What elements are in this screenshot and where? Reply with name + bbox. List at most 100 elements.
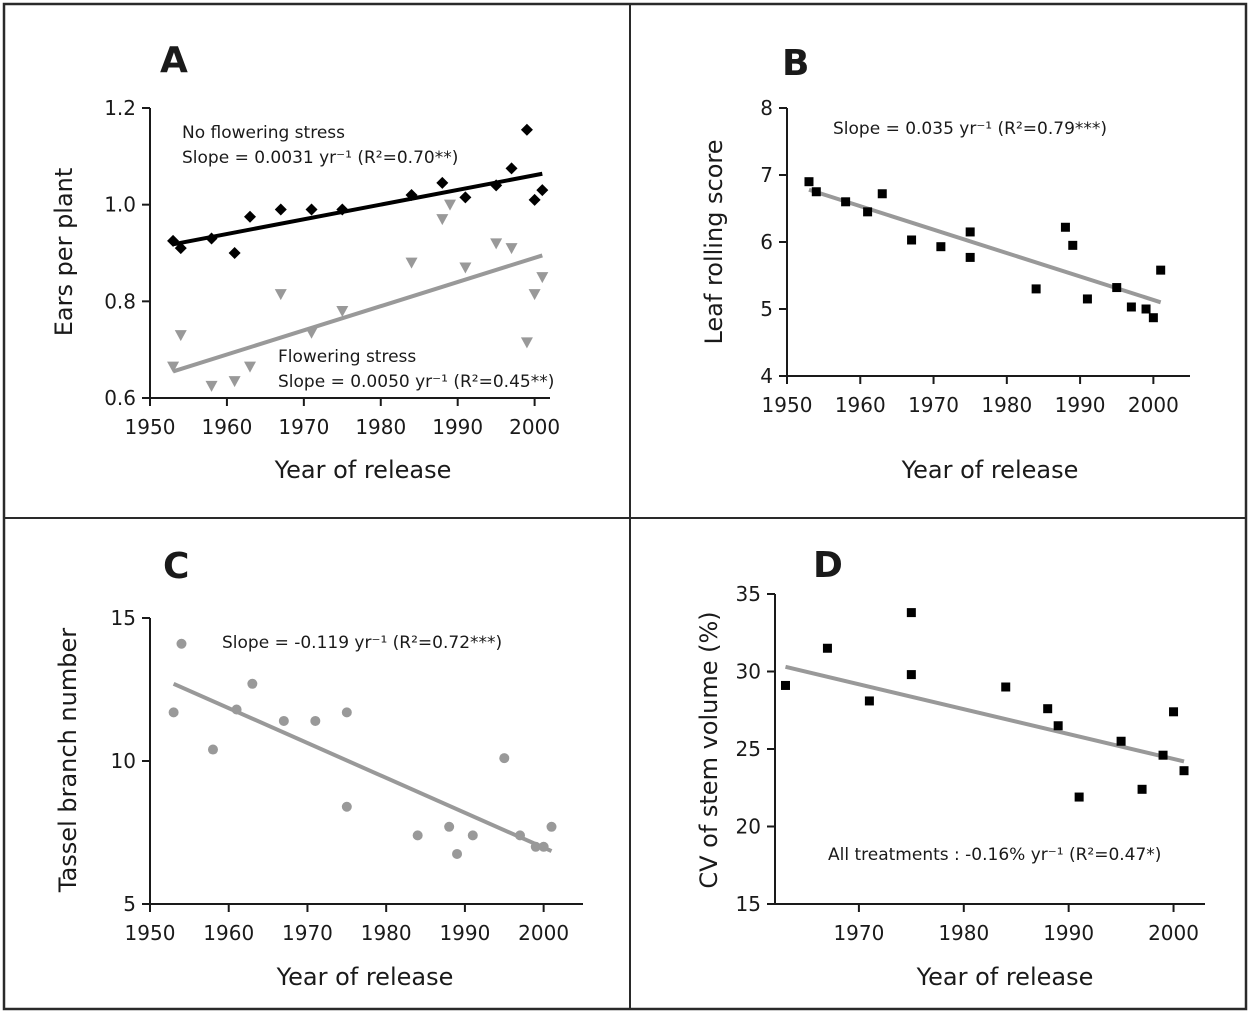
data-point (1053, 721, 1063, 731)
data-point (207, 744, 218, 755)
data-point (176, 638, 187, 649)
y-axis-title: Ears per plant (50, 168, 78, 337)
data-point (1179, 766, 1189, 776)
y-tick-label: 5 (123, 892, 136, 916)
x-tick-label: 1970 (282, 921, 333, 945)
data-point (841, 197, 851, 207)
data-point (505, 162, 518, 175)
y-tick-label: 0.8 (104, 289, 136, 313)
data-point (305, 327, 318, 339)
x-tick-label: 1990 (1043, 921, 1094, 945)
data-point (336, 203, 349, 216)
panel-b: B 1950 1960 1970 1980 1990 2000 4 5 6 7 8 Year of re… (700, 43, 1190, 484)
data-point (499, 753, 510, 764)
x-tick-label: 1980 (938, 921, 989, 945)
data-point (1043, 704, 1053, 714)
regression-line (172, 171, 543, 247)
data-point (811, 187, 821, 197)
data-point (205, 232, 218, 245)
data-point (436, 214, 449, 226)
x-tick-label: 1970 (833, 921, 884, 945)
x-axis-title: Year of release (901, 456, 1079, 484)
data-point (436, 176, 449, 189)
data-point (310, 715, 321, 726)
data-point (205, 380, 218, 392)
x-tick-label: 2000 (1148, 921, 1199, 945)
data-point (341, 707, 352, 718)
x-tick-label: 1980 (981, 393, 1032, 417)
x-tick-label: 1960 (203, 921, 254, 945)
data-point (965, 227, 975, 237)
y-axis-title: CV of stem volume (%) (695, 611, 723, 888)
data-point (405, 189, 418, 201)
x-tick-label: 1960 (201, 415, 252, 439)
data-point (546, 821, 557, 832)
data-point (864, 696, 874, 706)
regression-line (172, 681, 553, 853)
x-tick-label: 1980 (361, 921, 412, 945)
data-point (247, 678, 258, 689)
panel-d: D 1970 1980 1990 2000 15 20 25 30 35 Year of relea… (695, 545, 1205, 991)
x-tick-label: 1990 (1055, 393, 1106, 417)
data-point (490, 238, 503, 250)
x-tick-label: 1990 (439, 921, 490, 945)
data-point (228, 376, 241, 388)
x-tick-label: 1990 (432, 415, 483, 439)
data-point (405, 257, 418, 269)
y-tick-label: 35 (736, 582, 761, 606)
panel-c: C 1950 1960 1970 1980 1990 2000 5 10 15 Year of re… (54, 546, 583, 991)
data-point (1068, 240, 1078, 250)
x-tick-label: 1960 (835, 393, 886, 417)
data-point (231, 704, 242, 715)
data-point (244, 361, 256, 373)
data-point (906, 608, 916, 618)
y-tick-label: 20 (736, 815, 761, 839)
data-point (965, 252, 975, 262)
data-point (174, 330, 187, 342)
x-tick-label: 1970 (278, 415, 329, 439)
data-point (444, 199, 456, 211)
x-tick-label: 1980 (355, 415, 406, 439)
data-point (1074, 792, 1084, 802)
data-point (906, 670, 916, 680)
data-point (1156, 265, 1166, 275)
data-point (1148, 313, 1158, 323)
y-axis-title: Leaf rolling score (700, 139, 728, 344)
y-tick-label: 5 (760, 297, 773, 321)
y-tick-label: 8 (760, 96, 773, 120)
data-point (336, 306, 349, 317)
data-point (452, 848, 463, 859)
data-point (863, 207, 873, 217)
data-point (1082, 294, 1092, 304)
data-point (459, 191, 472, 204)
data-point (168, 707, 179, 718)
data-point (1116, 736, 1126, 746)
data-point (907, 235, 917, 245)
panel-letter: D (813, 545, 843, 586)
data-point (167, 361, 180, 373)
data-point (536, 272, 549, 284)
y-tick-label: 1.0 (104, 193, 136, 217)
data-point (804, 177, 814, 187)
y-tick-label: 10 (111, 749, 136, 773)
panel-letter: B (782, 43, 809, 84)
data-point (244, 210, 256, 223)
data-point (467, 830, 478, 841)
data-point (1169, 707, 1179, 717)
x-tick-label: 1950 (125, 415, 176, 439)
data-point (1141, 304, 1151, 314)
data-point (228, 247, 241, 259)
y-axis-title: Tassel branch number (54, 628, 82, 893)
x-tick-label: 2000 (518, 921, 569, 945)
annotation: All treatments : -0.16% yr⁻¹ (R²=0.47*) (828, 845, 1161, 865)
data-point (174, 242, 187, 255)
data-point (530, 841, 541, 852)
y-tick-label: 15 (736, 892, 761, 916)
x-tick-label: 2000 (1128, 393, 1179, 417)
regression-line (785, 664, 1185, 764)
y-tick-label: 7 (760, 163, 773, 187)
data-point (536, 184, 549, 197)
data-point (167, 234, 180, 247)
data-point (1158, 750, 1168, 760)
